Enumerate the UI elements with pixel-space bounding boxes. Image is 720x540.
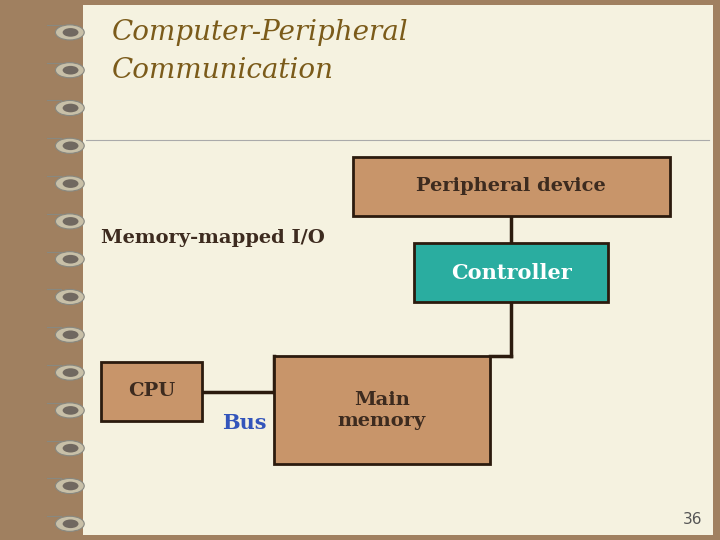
- FancyBboxPatch shape: [274, 356, 490, 464]
- Ellipse shape: [63, 141, 78, 150]
- FancyBboxPatch shape: [353, 157, 670, 216]
- FancyBboxPatch shape: [414, 243, 608, 302]
- Text: Controller: Controller: [451, 262, 572, 283]
- Text: Computer-Peripheral: Computer-Peripheral: [112, 19, 408, 46]
- Ellipse shape: [55, 63, 84, 78]
- Ellipse shape: [55, 100, 84, 116]
- Ellipse shape: [63, 179, 78, 188]
- Ellipse shape: [63, 104, 78, 112]
- FancyBboxPatch shape: [101, 362, 202, 421]
- Ellipse shape: [55, 176, 84, 191]
- Ellipse shape: [55, 478, 84, 494]
- Ellipse shape: [55, 25, 84, 40]
- Text: Communication: Communication: [112, 57, 333, 84]
- Ellipse shape: [55, 289, 84, 305]
- Text: CPU: CPU: [127, 382, 175, 401]
- Ellipse shape: [55, 252, 84, 267]
- Ellipse shape: [55, 365, 84, 380]
- Ellipse shape: [63, 293, 78, 301]
- Text: Memory-mapped I/O: Memory-mapped I/O: [101, 228, 325, 247]
- Ellipse shape: [55, 403, 84, 418]
- Ellipse shape: [63, 66, 78, 75]
- Text: 36: 36: [683, 511, 702, 526]
- Ellipse shape: [55, 327, 84, 342]
- Ellipse shape: [63, 482, 78, 490]
- Ellipse shape: [63, 519, 78, 528]
- Ellipse shape: [63, 255, 78, 264]
- Ellipse shape: [55, 138, 84, 153]
- Ellipse shape: [63, 330, 78, 339]
- Ellipse shape: [63, 368, 78, 377]
- Ellipse shape: [55, 214, 84, 229]
- Ellipse shape: [55, 516, 84, 531]
- Text: Main
memory: Main memory: [338, 391, 426, 430]
- Text: Bus: Bus: [222, 413, 267, 433]
- Ellipse shape: [63, 217, 78, 226]
- Ellipse shape: [63, 444, 78, 453]
- Ellipse shape: [63, 28, 78, 37]
- Text: Peripheral device: Peripheral device: [416, 177, 606, 195]
- Bar: [83, 5, 713, 535]
- Ellipse shape: [55, 441, 84, 456]
- Ellipse shape: [63, 406, 78, 415]
